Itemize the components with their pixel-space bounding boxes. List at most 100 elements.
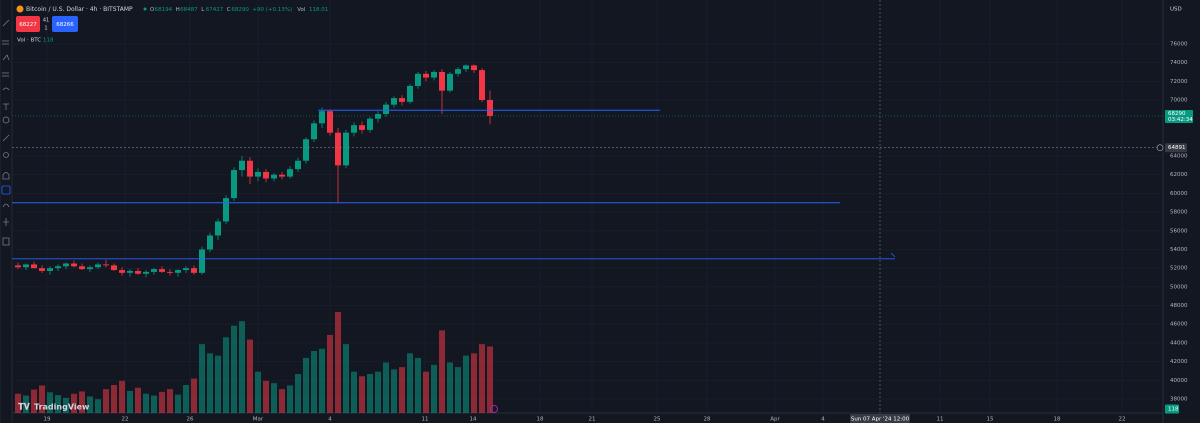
volume-bar	[431, 364, 437, 413]
candle-body	[151, 269, 157, 272]
x-tick-label: 11	[422, 417, 429, 423]
candle-body	[15, 265, 21, 268]
volume-bar	[399, 367, 405, 413]
volume-bar	[263, 380, 269, 413]
legend-value: 118.01	[309, 7, 328, 13]
candle-body	[191, 268, 197, 273]
countdown: 03:42:34	[1168, 117, 1193, 123]
y-tick-label: 54000	[1170, 247, 1188, 253]
volume-bar	[439, 330, 445, 413]
candle-body	[119, 270, 125, 273]
candle-body	[79, 266, 85, 270]
x-tick-label: 28	[704, 417, 711, 423]
volume-bar	[79, 391, 85, 413]
volume-bar	[279, 389, 285, 413]
y-tick-label: 56000	[1170, 228, 1188, 234]
volume-bar	[359, 376, 365, 413]
volume-bar	[111, 384, 117, 413]
candle-body	[335, 132, 341, 166]
volume-bar	[423, 371, 429, 413]
volume-bar	[479, 344, 485, 413]
y-tick-label: 40000	[1170, 378, 1188, 384]
crosshair-add	[1156, 144, 1164, 152]
volume-bar	[487, 346, 493, 413]
candle-body	[247, 160, 253, 177]
volume-bar	[231, 325, 237, 413]
y-tick-label: 44000	[1170, 340, 1188, 346]
candle-body	[303, 139, 309, 161]
candle-body	[447, 73, 453, 91]
brand-logo[interactable]: 𝐓𝐕	[18, 402, 31, 413]
brand[interactable]: TradingView	[34, 403, 90, 412]
spread: 1	[44, 26, 47, 32]
legend-value: +90 (+0.13%)	[252, 7, 292, 13]
volume-title: Vol · BTC	[17, 38, 41, 44]
x-tick-label: 4	[328, 417, 332, 423]
candle-body	[111, 265, 117, 271]
volume-bar	[191, 378, 197, 413]
y-tick-label: 74000	[1170, 60, 1188, 66]
candle-body	[167, 271, 173, 273]
currency[interactable]: USD	[1170, 7, 1182, 13]
volume-bar	[199, 344, 205, 413]
candle-body	[239, 160, 245, 171]
candle-body	[423, 73, 429, 78]
volume-bar	[175, 394, 181, 413]
candle-body	[415, 73, 421, 86]
y-tick-label: 42000	[1170, 359, 1188, 365]
volume-bar	[39, 385, 45, 413]
volume-bar	[471, 353, 477, 413]
candle-body	[175, 270, 181, 273]
candle-body	[391, 98, 397, 105]
candle-body	[263, 171, 269, 179]
candle-body	[55, 266, 61, 269]
sell-price[interactable]: 68227	[19, 22, 37, 28]
volume-bar	[31, 389, 37, 413]
buy-button[interactable]	[52, 16, 78, 32]
candle-body	[87, 267, 93, 270]
legend-value: 68290	[231, 7, 249, 13]
y-tick-label: 76000	[1170, 41, 1188, 47]
candle-body	[359, 125, 365, 130]
volume-bar	[343, 344, 349, 413]
candle-body	[71, 263, 77, 267]
x-tick-label: 4	[821, 417, 825, 423]
grid: 76000 74000 72000 70000 64000 62000 60000 58000…	[12, 0, 1188, 423]
volume-bar	[95, 399, 101, 413]
candle-body	[63, 263, 69, 267]
sell-button[interactable]	[16, 16, 40, 32]
candle-body	[183, 268, 189, 271]
current-price-tag	[1165, 109, 1193, 123]
volume-bar	[55, 395, 61, 413]
crosshair-price-tag	[1165, 143, 1187, 153]
volume-bar	[23, 395, 29, 413]
x-tick-label: 19	[44, 417, 51, 423]
candle-body	[383, 104, 389, 114]
y-tick-label: 48000	[1170, 303, 1188, 309]
candle-body	[279, 174, 285, 177]
x-tick-label: 26	[187, 417, 194, 423]
volume-bar	[383, 362, 389, 413]
volume-bar	[143, 393, 149, 413]
candle-body	[295, 160, 301, 170]
crosshair-price: 64891	[1168, 145, 1186, 151]
candle-body	[439, 71, 445, 91]
bitcoin-icon	[16, 5, 24, 13]
volume-bar	[463, 355, 469, 413]
candle-body	[103, 264, 109, 266]
volume-bar	[103, 389, 109, 413]
spread: 41	[43, 18, 49, 24]
toolbar	[0, 0, 13, 423]
volume-bar	[311, 351, 317, 413]
candle-body	[479, 70, 485, 100]
legend-label: H	[176, 7, 180, 13]
x-tick-label: 25	[654, 417, 661, 423]
buy-price[interactable]: 68266	[56, 22, 74, 28]
legend-label: Vol	[297, 7, 306, 13]
x-tick-label: 18	[1054, 417, 1061, 423]
y-tick-label: 70000	[1170, 97, 1188, 103]
replay-icon[interactable]	[490, 405, 498, 413]
ohlc-legend: O 68194 H 68487 L 67427 C 68290 +90 (+0.13%) Vol 1…	[143, 7, 328, 13]
x-tick-label: 22	[1119, 417, 1126, 423]
